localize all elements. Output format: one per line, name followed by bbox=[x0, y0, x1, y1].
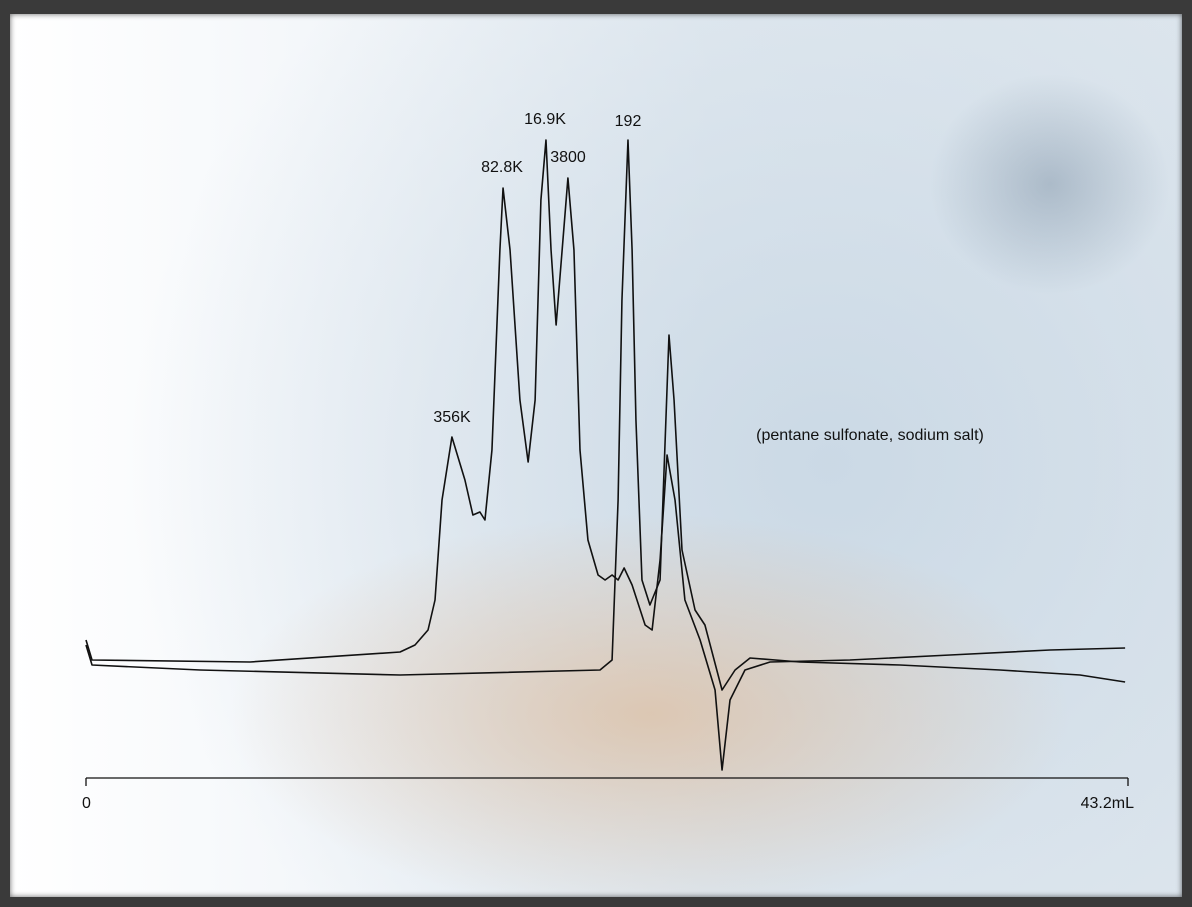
chromatogram: 0 43.2mL 356K 82.8K 16.9K 3800 192 (pentane sul… bbox=[82, 111, 1134, 812]
peak-annotation: 82.8K bbox=[481, 159, 523, 176]
peak-annotation: 192 bbox=[615, 113, 642, 130]
trace bbox=[85, 139, 1126, 771]
peak-annotation: 3800 bbox=[550, 149, 586, 166]
x-tick-label: 0 bbox=[82, 795, 91, 812]
peak-annotation: 16.9K bbox=[524, 111, 566, 128]
x-tick-label: 43.2mL bbox=[1081, 795, 1134, 812]
peak-annotation: 356K bbox=[433, 409, 471, 426]
trace bbox=[85, 139, 1126, 691]
peak-annotation: (pentane sulfonate, sodium salt) bbox=[756, 427, 984, 444]
